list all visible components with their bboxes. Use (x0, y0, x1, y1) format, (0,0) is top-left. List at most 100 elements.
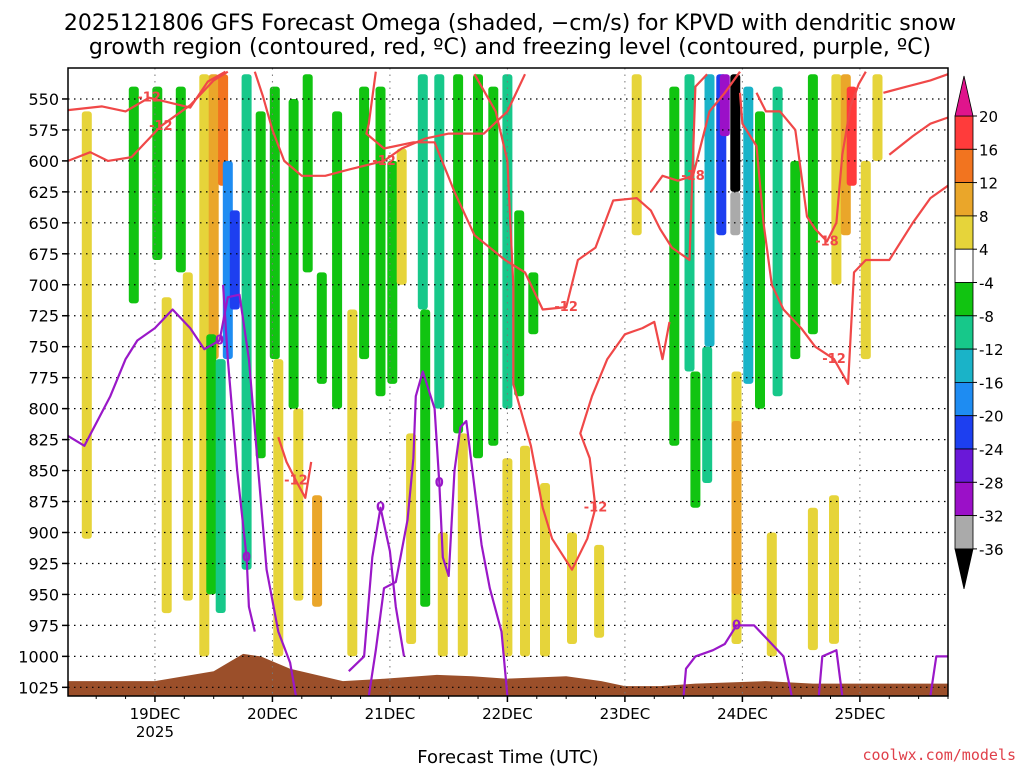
colorbar-swatch-6 (954, 315, 974, 350)
y-tick-label-750: 750 (28, 338, 59, 357)
freezing-contour-2 (367, 370, 509, 697)
freezing-contour-1 (222, 284, 256, 632)
omega-column-61 (807, 74, 818, 335)
y-tick-label-700: 700 (28, 276, 59, 295)
dgz-contour-7 (755, 71, 867, 243)
colorbar-swatch-1 (954, 148, 974, 184)
y-tick-label-650: 650 (28, 214, 59, 233)
credit-link[interactable]: coolwx.com/models (862, 746, 1016, 764)
omega-column-44 (594, 544, 605, 638)
y-tick-label-575: 575 (28, 121, 59, 140)
y-tick-label-625: 625 (28, 183, 59, 202)
dgz-contour-label-4: -12 (584, 501, 608, 516)
y-tick-label-900: 900 (28, 523, 59, 542)
omega-column-1 (128, 86, 139, 304)
chart-title-line1: 2025121806 GFS Forecast Omega (shaded, −… (64, 11, 956, 36)
colorbar-swatch-10 (954, 448, 974, 483)
omega-column-52 (719, 74, 730, 137)
colorbar-label-11: -28 (979, 474, 1004, 492)
x-tick-label-24: 24DEC (717, 705, 768, 723)
omega-column-43 (567, 532, 577, 644)
dgz-contour-1 (67, 70, 229, 162)
colorbar-label-2: 12 (979, 175, 998, 193)
colorbar-label-6: -8 (979, 308, 994, 326)
omega-column-59 (772, 86, 783, 397)
freezing-contour-3 (348, 506, 406, 672)
colorbar-label-4: 4 (979, 241, 989, 259)
y-tick-label-725: 725 (28, 307, 59, 326)
omega-column-21 (316, 272, 327, 384)
colorbar-swatch-7 (954, 348, 974, 383)
colorbar-label-9: -20 (979, 408, 1004, 426)
omega-column-31 (434, 74, 445, 409)
colorbar-swatch-3 (954, 215, 974, 250)
omega-column-41 (528, 272, 539, 335)
omega-shading (81, 74, 883, 657)
omega-column-58 (755, 111, 765, 409)
colorbar-label-13: -36 (979, 541, 1004, 559)
colorbar-top-arrow (954, 75, 974, 117)
omega-column-37 (502, 74, 513, 409)
omega-column-60 (790, 160, 801, 360)
omega-column-28 (406, 433, 417, 644)
dgz-contour-label-3: -12 (554, 300, 578, 315)
dgz-contour-label-1: -12 (149, 119, 173, 134)
dgz-contour-6 (649, 71, 741, 193)
dgz-contour-label-2: -12 (372, 154, 396, 169)
omega-column-9 (206, 334, 217, 595)
y-axis: 550 575 600 625 650 675 700 725 750 775 800 825 850 8… (18, 90, 68, 697)
freezing-contour-label-3: 0 (376, 501, 385, 516)
freezing-contour-5 (817, 649, 844, 697)
omega-column-38 (502, 458, 513, 657)
colorbar-swatch-9 (954, 415, 974, 450)
omega-column-56 (731, 421, 742, 595)
colorbar-swatch-2 (954, 182, 974, 217)
y-tick-label-825: 825 (28, 431, 59, 450)
omega-column-20 (312, 495, 323, 607)
y-tick-label-975: 975 (28, 616, 59, 635)
omega-column-34 (457, 433, 468, 657)
omega-column-69 (829, 495, 839, 644)
colorbar-label-10: -24 (979, 441, 1004, 459)
terrain-layer (68, 653, 948, 696)
x-tick-label-20: 20DEC (247, 705, 298, 723)
omega-column-40 (520, 445, 530, 657)
y-tick-label-1025: 1025 (18, 678, 59, 697)
colorbar-label-0: 20 (979, 108, 998, 126)
omega-column-7 (208, 74, 219, 360)
dgz-contour-3 (365, 71, 708, 311)
colorbar-bottom-arrow (954, 548, 974, 589)
omega-column-12 (215, 359, 226, 613)
y-tick-label-950: 950 (28, 585, 59, 604)
omega-column-15 (269, 86, 280, 360)
omega-column-25 (375, 86, 386, 397)
y-tick-label-1000: 1000 (18, 647, 59, 666)
omega-column-48 (690, 371, 701, 508)
y-tick-label-850: 850 (28, 462, 59, 481)
omega-column-23 (347, 309, 358, 657)
colorbar-swatch-0 (954, 115, 974, 150)
dgz-contour-label-8: -12 (822, 352, 846, 367)
x-tick-label-19: 19DEC (130, 705, 181, 723)
contour-layer: -12 -12 -12 -12 -12 -12 -18 -18 -12 0 0 0 0 0 (67, 70, 949, 697)
omega-column-22 (332, 111, 343, 409)
omega-column-63 (807, 507, 818, 651)
colorbar-swatch-5 (954, 282, 974, 317)
omega-column-16 (273, 359, 284, 657)
omega-column-49 (704, 74, 715, 347)
omega-column-45 (631, 74, 642, 236)
omega-column-57 (743, 86, 754, 384)
colorbar-label-7: -12 (979, 341, 1004, 359)
y-tick-label-675: 675 (28, 245, 59, 264)
omega-column-27 (396, 148, 407, 285)
omega-column-36 (488, 86, 499, 446)
colorbar-label-12: -32 (979, 508, 1004, 526)
omega-column-47 (684, 74, 695, 372)
omega-column-4 (175, 86, 186, 273)
omega-column-62 (766, 532, 777, 657)
dgz-contour-4 (473, 73, 671, 571)
dgz-contour-10 (883, 73, 949, 94)
freezing-contour-label-4: 0 (732, 618, 741, 633)
freezing-contour-0 (67, 293, 297, 697)
